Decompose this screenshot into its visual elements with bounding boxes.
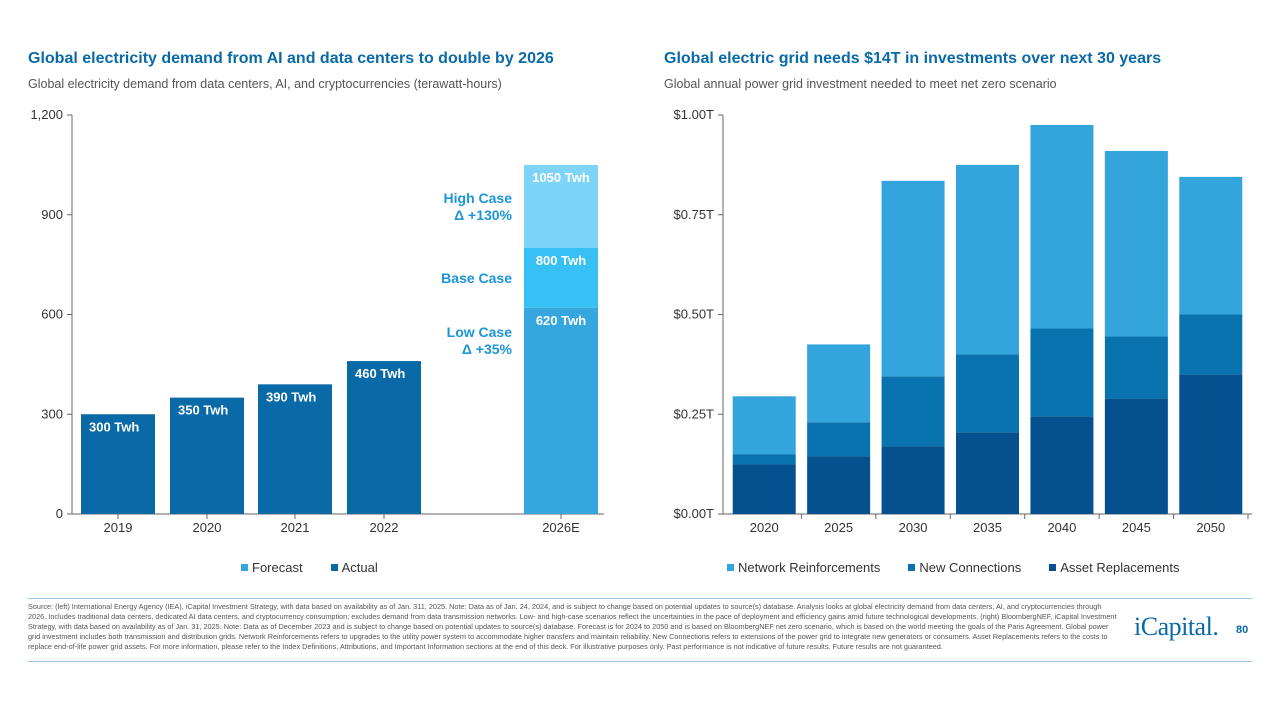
legend-label-asset-replacements: Asset Replacements (1060, 560, 1180, 575)
legend-swatch-forecast (241, 564, 248, 571)
legend-item-asset-replacements: Asset Replacements (1049, 560, 1179, 575)
footer-divider-bottom (28, 661, 1252, 662)
x-tick-label: 2021 (281, 520, 310, 535)
x-tick-label: 2020 (193, 520, 222, 535)
bar-new-connections-2020 (732, 454, 796, 465)
left-chart-legend: Forecast Actual (241, 560, 378, 575)
y-tick-label: 600 (41, 307, 63, 322)
bar-actual-2021 (258, 384, 332, 514)
icapital-logo: iCapital. (1134, 612, 1219, 641)
bar-network-reinforcements-2045 (1104, 150, 1168, 337)
x-tick-label: 2045 (1122, 520, 1151, 535)
y-tick-label: 900 (41, 207, 63, 222)
annotation-base-case-0: Base Case (441, 270, 512, 286)
x-tick-label: 2020 (750, 520, 779, 535)
data-label-2019: 300 Twh (89, 419, 139, 434)
electricity-demand-chart: 0 300 600 900 1,200 2019 2020 2021 2022 2026E 300 … (30, 107, 604, 535)
bar-asset-replacements-2020 (732, 464, 796, 514)
legend-item-network-reinforcements: Network Reinforcements (727, 560, 880, 575)
bar-asset-replacements-2025 (807, 456, 871, 514)
y-tick-label: 300 (41, 406, 63, 421)
footer-divider-top (28, 598, 1252, 599)
forecast-label-800: 800 Twh (536, 253, 586, 268)
legend-swatch-actual (330, 564, 338, 571)
x-tick-label: 2022 (370, 520, 399, 535)
data-label-2020: 350 Twh (178, 403, 228, 418)
legend-item-actual: Actual (330, 560, 378, 575)
bar-network-reinforcements-2035 (956, 164, 1019, 355)
bar-network-reinforcements-2025 (807, 344, 871, 423)
left-chart-title: Global electricity demand from AI and da… (28, 50, 554, 67)
bar-new-connections-2035 (956, 354, 1019, 433)
y-tick-label: $1.00T (674, 107, 715, 122)
legend-item-new-connections: New Connections (908, 560, 1021, 575)
x-tick-label: 2019 (104, 520, 133, 535)
x-tick-label: 2050 (1196, 520, 1225, 535)
source-footnote: Source: (left) International Energy Agen… (28, 602, 1117, 651)
bar-network-reinforcements-2040 (1030, 124, 1094, 329)
bar-forecast-segment-0-620 (524, 307, 598, 514)
legend-label-new-connections: New Connections (919, 560, 1022, 575)
bar-asset-replacements-2035 (956, 432, 1019, 514)
bar-network-reinforcements-2050 (1179, 176, 1243, 315)
data-label-2021: 390 Twh (266, 389, 316, 404)
bar-new-connections-2025 (807, 422, 871, 457)
grid-investment-chart: $0.00T $0.25T $0.50T $0.75T $1.00T 2020 2025 20… (674, 107, 1252, 535)
legend-label-actual: Actual (341, 560, 378, 575)
legend-swatch-network-reinforcements (727, 564, 734, 571)
forecast-label-620: 620 Twh (536, 313, 586, 328)
bar-forecast-segment-620-800 (524, 248, 598, 308)
x-tick-label: 2035 (973, 520, 1002, 535)
y-tick-label: $0.25T (674, 406, 715, 421)
bar-asset-replacements-2040 (1030, 416, 1094, 514)
bar-actual-2019 (81, 414, 155, 514)
legend-swatch-asset-replacements (1049, 564, 1057, 571)
annotation-high-case-0: High Case (444, 190, 513, 206)
y-tick-label: $0.50T (674, 307, 715, 322)
annotation-high-case-1: Δ +130% (454, 207, 512, 223)
y-tick-label: 0 (56, 506, 63, 521)
bar-asset-replacements-2045 (1104, 398, 1168, 514)
data-label-2022: 460 Twh (355, 366, 405, 381)
x-tick-label: 2030 (899, 520, 928, 535)
y-tick-label: $0.75T (674, 207, 715, 222)
legend-item-forecast: Forecast (241, 560, 303, 575)
x-tick-label: 2026E (542, 520, 580, 535)
bar-new-connections-2040 (1030, 328, 1094, 417)
forecast-label-1050: 1050 Twh (532, 170, 590, 185)
legend-label-forecast: Forecast (252, 560, 303, 575)
annotation-low-case-1: Δ +35% (462, 341, 513, 357)
bar-network-reinforcements-2030 (881, 180, 945, 377)
bar-new-connections-2045 (1104, 336, 1168, 399)
page-number: 80 (1236, 624, 1249, 636)
left-chart-subtitle: Global electricity demand from data cent… (28, 77, 502, 91)
x-tick-label: 2040 (1047, 520, 1076, 535)
bar-new-connections-2050 (1179, 314, 1243, 375)
y-tick-label: 1,200 (30, 107, 63, 122)
right-chart-subtitle: Global annual power grid investment need… (664, 77, 1057, 91)
legend-label-network-reinforcements: Network Reinforcements (738, 560, 881, 575)
right-chart-legend: Network Reinforcements New Connections A… (727, 560, 1179, 575)
annotation-low-case-0: Low Case (447, 324, 513, 340)
y-tick-label: $0.00T (674, 506, 715, 521)
right-chart-title: Global electric grid needs $14T in inves… (664, 50, 1162, 67)
legend-swatch-new-connections (908, 564, 916, 571)
bar-network-reinforcements-2020 (732, 396, 796, 455)
bar-asset-replacements-2050 (1179, 374, 1243, 514)
bar-asset-replacements-2030 (881, 446, 945, 514)
bar-actual-2022 (347, 361, 421, 514)
bar-actual-2020 (170, 397, 244, 514)
bar-forecast-segment-800-1050 (524, 164, 598, 248)
x-tick-label: 2025 (824, 520, 853, 535)
bar-new-connections-2030 (881, 376, 945, 447)
